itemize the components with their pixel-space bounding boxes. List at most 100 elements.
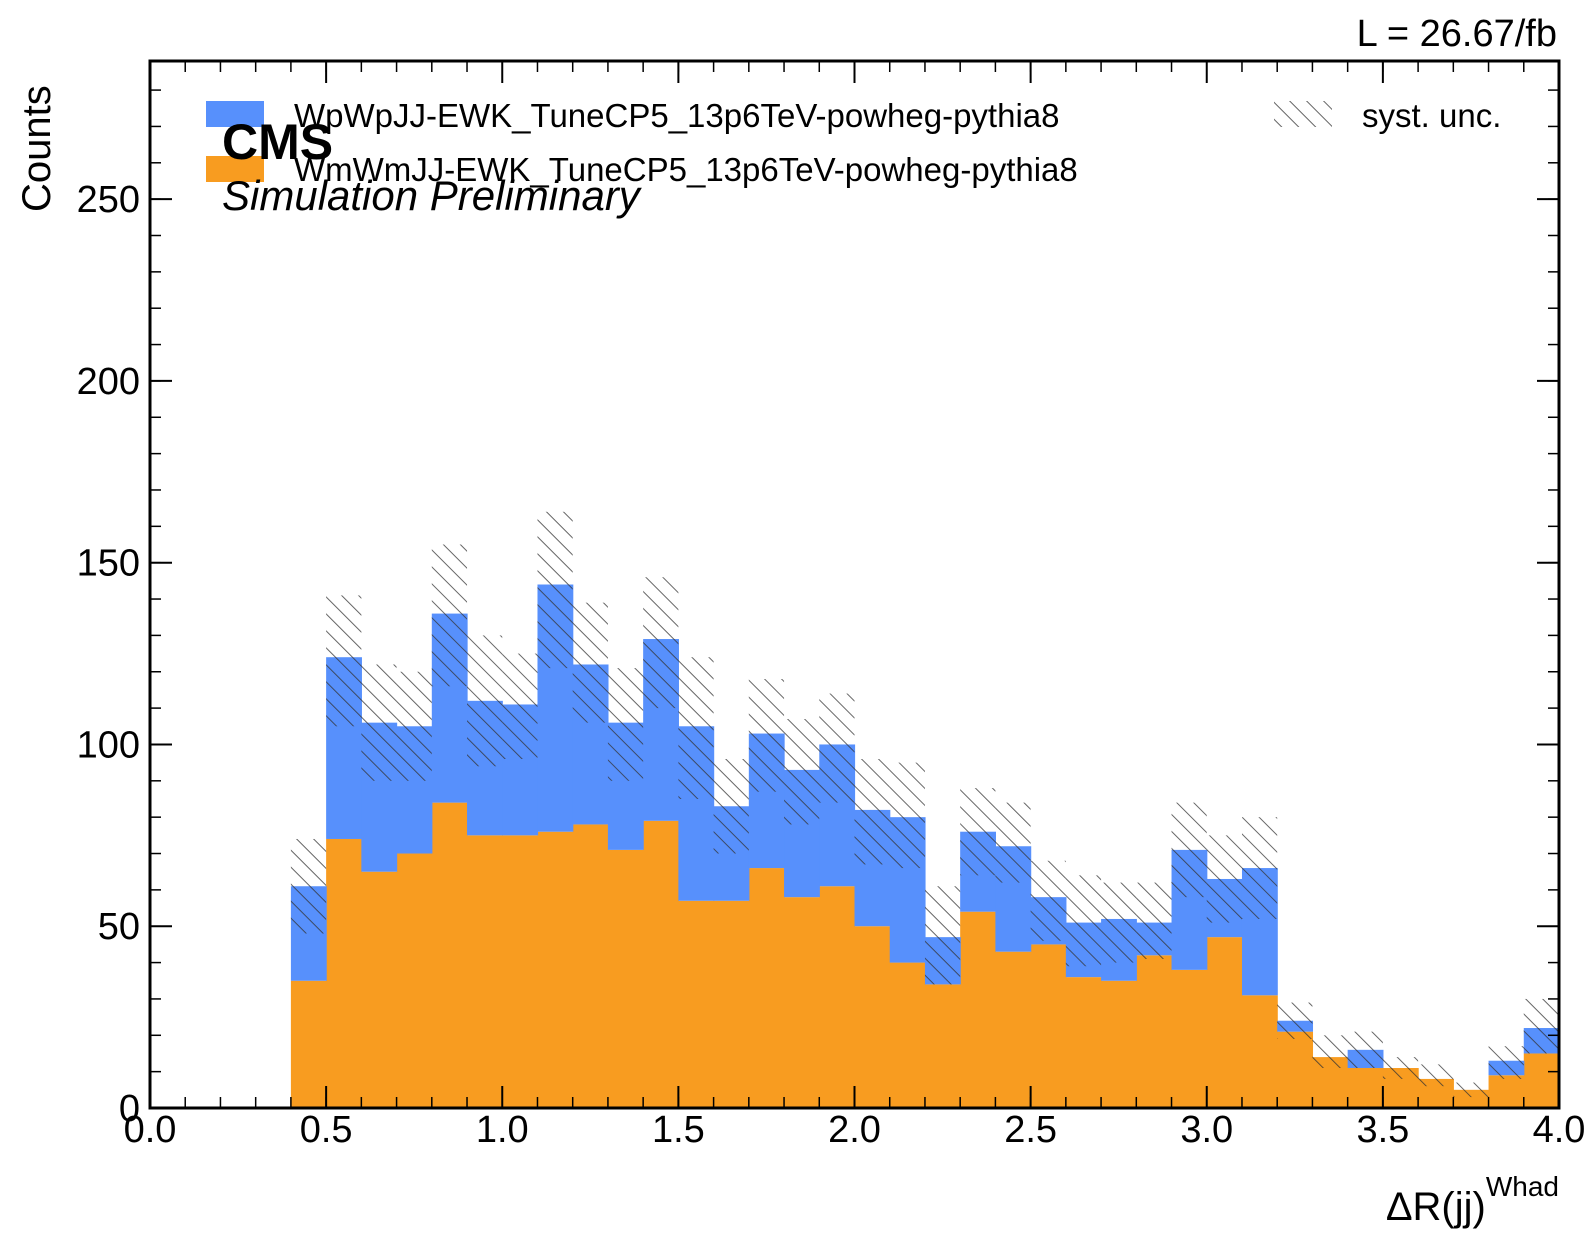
ticks-layer (149, 61, 1560, 1109)
bar-series0-bin19 (819, 886, 856, 1108)
y-axis-label: Counts (15, 85, 59, 212)
bar-series0-bin38 (1488, 1075, 1525, 1108)
bar-series0-bin5 (326, 838, 362, 1108)
bar-series0-bin23 (960, 911, 996, 1108)
legend-swatch-wmwm (206, 156, 264, 182)
unc-band-bin8 (431, 544, 468, 687)
legend-swatch-unc (1274, 101, 1332, 127)
bar-series0-bin24 (995, 951, 1032, 1108)
unc-band-bin22 (924, 886, 961, 985)
unc-band-bin21 (889, 762, 925, 869)
x-tick-label: 2.5 (1004, 1109, 1057, 1151)
bar-series0-bin14 (643, 820, 679, 1108)
cms-label: CMS (222, 114, 333, 170)
unc-band-bin27 (1101, 882, 1137, 963)
bar-series0-bin20 (854, 926, 891, 1108)
bar-series0-bin18 (784, 897, 820, 1108)
legend: WpWpJJ-EWK_TuneCP5_13p6TeV-powheg-pythia… (206, 97, 1501, 188)
unc-band-bin12 (572, 602, 608, 723)
unc-band-bin31 (1241, 817, 1278, 919)
y-tick-label: 50 (98, 906, 140, 948)
unc-band-bin35 (1382, 1057, 1419, 1079)
x-tick-label: 4.0 (1533, 1109, 1586, 1151)
bar-series0-bin31 (1241, 995, 1278, 1108)
bar-series0-bin4 (290, 980, 327, 1108)
unc-band-bin16 (713, 759, 749, 854)
unc-band-bin37 (1453, 1082, 1489, 1098)
unc-band-bin36 (1418, 1064, 1454, 1087)
unc-band-bin24 (995, 802, 1031, 883)
x-tick-label: 0.0 (124, 1109, 177, 1151)
x-tick-label: 2.0 (828, 1109, 881, 1151)
unc-band-bin6 (361, 664, 397, 781)
unc-band-bin5 (326, 595, 362, 727)
cms-sublabel: Simulation Preliminary (222, 172, 643, 219)
bar-series0-bin32 (1277, 1031, 1314, 1108)
y-tick-label: 100 (77, 724, 140, 766)
unc-band-bin38 (1488, 1046, 1524, 1079)
bar-series0-bin28 (1136, 955, 1173, 1108)
bar-series0-bin15 (678, 900, 715, 1108)
legend-label-unc: syst. unc. (1362, 97, 1501, 134)
unc-band-bin28 (1136, 882, 1172, 959)
bar-series0-bin27 (1101, 980, 1137, 1108)
bar-series0-bin39 (1523, 1053, 1560, 1108)
unc-band-bin13 (607, 668, 644, 781)
bar-series0-bin16 (713, 900, 750, 1108)
bar-series0-bin34 (1347, 1068, 1384, 1108)
bar-series0-bin25 (1030, 944, 1067, 1108)
bar-series0-bin8 (431, 802, 468, 1109)
unc-band-bin30 (1206, 835, 1242, 923)
unc-band-bin26 (1065, 875, 1102, 967)
unc-band-bin25 (1030, 860, 1066, 941)
x-axis-label-sup: Whad (1486, 1171, 1559, 1202)
unc-band-bin23 (960, 788, 996, 876)
unc-band-bin4 (290, 838, 327, 934)
y-tick-label: 0 (119, 1088, 140, 1130)
bar-series0-bin10 (502, 835, 539, 1108)
bar-series0-bin26 (1065, 977, 1102, 1109)
unc-band-bin14 (643, 577, 679, 709)
bar-series0-bin29 (1171, 969, 1208, 1108)
bar-series0-bin7 (396, 853, 433, 1108)
bar-series0-bin22 (924, 984, 961, 1108)
unc-band-bin7 (396, 671, 432, 781)
x-axis-label: ΔR(jj)Whad (1386, 1171, 1559, 1229)
unc-band-bin20 (854, 759, 890, 865)
bar-series0-bin12 (572, 824, 609, 1108)
tick-labels-layer: 0.0 0.5 1.0 1.5 2.0 2.5 3.0 3.5 4.0 0 50 100 150 200 2… (77, 179, 1586, 1151)
unc-band-bin29 (1171, 802, 1207, 898)
unc-band-bin33 (1312, 1035, 1348, 1069)
luminosity-label: L = 26.67/fb (1357, 13, 1557, 55)
legend-swatch-wpwp (206, 101, 264, 127)
legend-label-wpwp: WpWpJJ-EWK_TuneCP5_13p6TeV-powheg-pythia… (294, 97, 1060, 134)
unc-band-bin18 (784, 719, 820, 825)
bar-series0-bin9 (467, 835, 503, 1108)
x-tick-label: 1.0 (476, 1109, 529, 1151)
unc-band-bin32 (1277, 1002, 1313, 1039)
unc-band-bin19 (819, 693, 855, 803)
x-tick-label: 3.5 (1356, 1109, 1409, 1151)
legend-label-wmwm: WmWmJJ-EWK_TuneCP5_13p6TeV-powheg-pythia… (294, 151, 1078, 188)
x-tick-label: 0.5 (300, 1109, 353, 1151)
bar-series0-bin13 (607, 849, 644, 1108)
unc-band-bin34 (1347, 1031, 1383, 1069)
bar-series0-bin21 (889, 962, 926, 1108)
unc-band-bin17 (748, 679, 785, 792)
bar-series0-bin11 (537, 831, 574, 1108)
y-tick-label: 200 (77, 361, 140, 403)
unc-band-bin9 (467, 635, 503, 767)
unc-band-bin39 (1523, 998, 1559, 1054)
bar-series0-bin17 (748, 868, 785, 1108)
x-tick-label: 1.5 (652, 1109, 705, 1151)
bar-series0-bin6 (361, 871, 398, 1108)
uncertainty-layer (290, 511, 1559, 1098)
y-tick-label: 250 (77, 179, 140, 221)
bar-series0-bin30 (1206, 937, 1243, 1108)
unc-band-bin15 (678, 657, 714, 799)
unc-band-bin10 (502, 653, 538, 759)
x-axis-label-main: ΔR(jj) (1386, 1185, 1486, 1229)
unc-band-bin11 (537, 511, 573, 669)
y-tick-label: 150 (77, 543, 140, 585)
